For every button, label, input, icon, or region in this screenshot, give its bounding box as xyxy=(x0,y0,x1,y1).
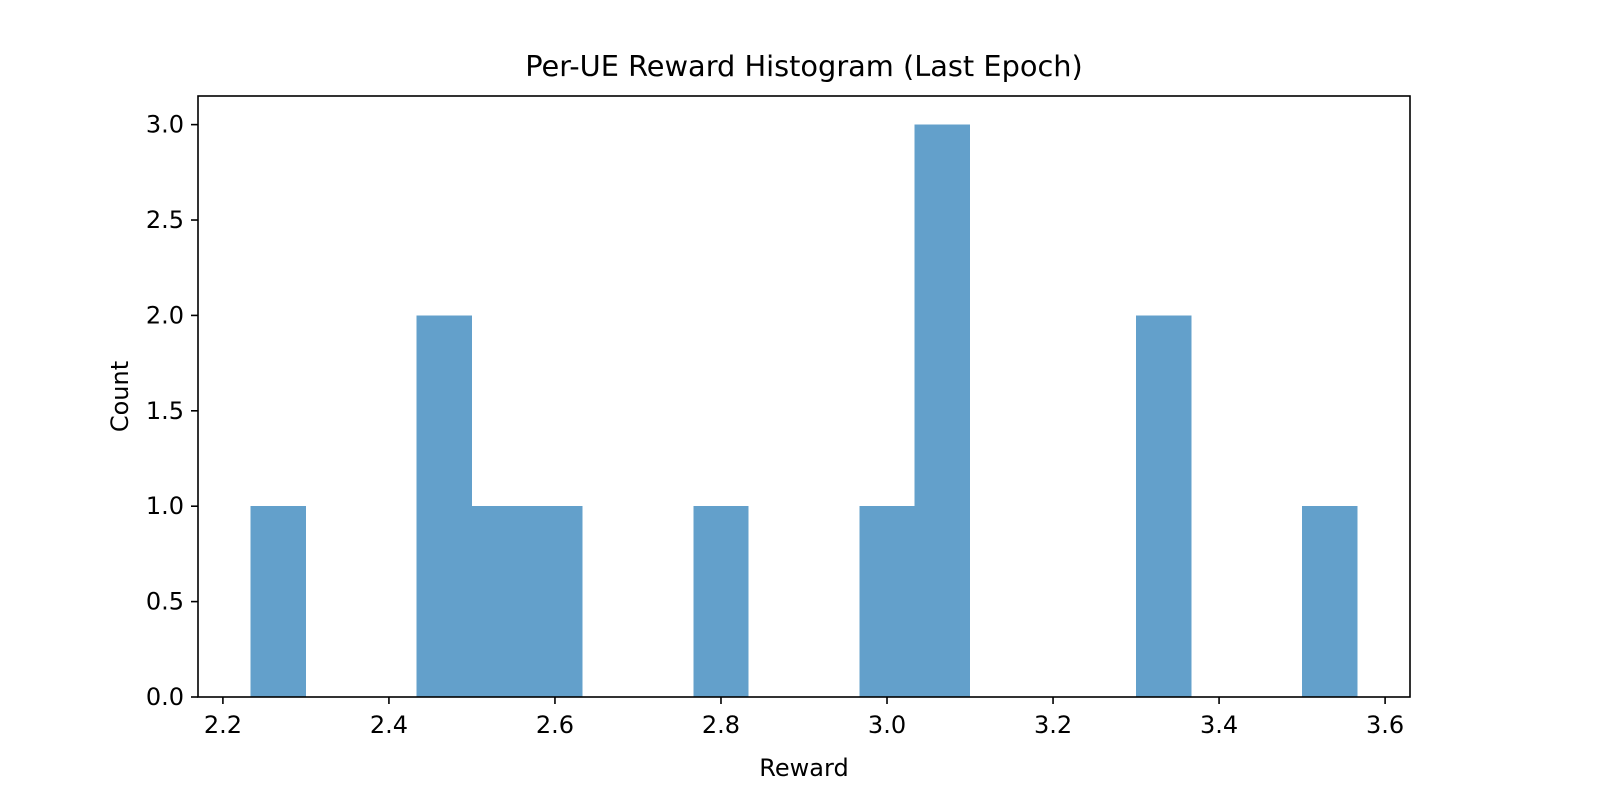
x-tick-label: 3.0 xyxy=(868,711,906,739)
bars-group xyxy=(250,124,1358,698)
y-tick-label: 1.0 xyxy=(146,492,184,520)
y-tick-label: 3.0 xyxy=(146,111,184,139)
y-tick-label: 0.0 xyxy=(146,683,184,711)
histogram-bar-5 xyxy=(859,506,915,697)
histogram-bar-0 xyxy=(250,506,306,697)
chart-title: Per-UE Reward Histogram (Last Epoch) xyxy=(525,49,1083,83)
x-tick-label: 2.6 xyxy=(536,711,574,739)
plot-frame xyxy=(197,95,1411,698)
histogram-bar-2 xyxy=(471,506,528,697)
x-tick-label: 2.8 xyxy=(702,711,740,739)
histogram-bar-1 xyxy=(416,315,472,697)
x-tick-label: 3.4 xyxy=(1200,711,1238,739)
x-tick-label: 3.6 xyxy=(1366,711,1404,739)
x-tick-label: 2.4 xyxy=(370,711,408,739)
histogram-bar-7 xyxy=(1136,315,1192,697)
x-tick-label: 3.2 xyxy=(1034,711,1072,739)
histogram-bar-4 xyxy=(693,506,749,697)
x-axis-label: Reward xyxy=(759,754,848,782)
y-axis-label: Count xyxy=(106,361,134,432)
x-axis-ticks: 2.2 2.4 2.6 2.8 3.0 3.2 3.4 3.6 xyxy=(204,697,1404,739)
y-tick-label: 2.0 xyxy=(146,301,184,329)
y-tick-label: 2.5 xyxy=(146,206,184,234)
x-tick-label: 2.2 xyxy=(204,711,242,739)
y-tick-label: 1.5 xyxy=(146,397,184,425)
y-axis-ticks: 0.0 0.5 1.0 1.5 2.0 2.5 3.0 xyxy=(146,111,198,711)
histogram-bar-6 xyxy=(914,124,971,698)
histogram-bar-3 xyxy=(527,506,583,697)
histogram-bar-8 xyxy=(1302,506,1358,697)
y-tick-label: 0.5 xyxy=(146,588,184,616)
